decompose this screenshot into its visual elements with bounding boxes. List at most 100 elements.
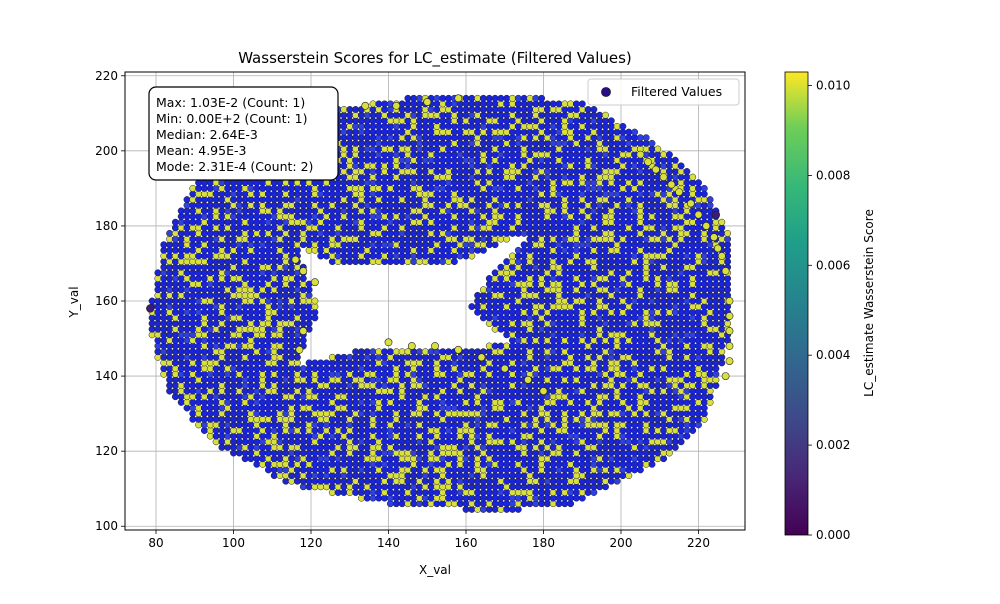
scatter-point	[405, 202, 411, 208]
scatter-point	[440, 456, 446, 462]
scatter-point	[509, 349, 515, 355]
scatter-point	[236, 236, 242, 242]
scatter-point	[376, 416, 382, 422]
scatter-point	[428, 489, 434, 495]
scatter-point	[225, 275, 231, 281]
scatter-point	[254, 202, 260, 208]
scatter-point	[585, 236, 591, 242]
scatter-point	[416, 219, 422, 225]
scatter-point	[608, 275, 614, 281]
scatter-point	[288, 472, 294, 478]
scatter-point	[254, 349, 260, 355]
scatter-point	[300, 219, 306, 225]
scatter-point	[562, 219, 568, 225]
scatter-point	[213, 326, 219, 332]
scatter-point	[445, 439, 451, 445]
scatter-point	[329, 185, 335, 191]
scatter-point	[544, 163, 550, 169]
scatter-point	[498, 202, 504, 208]
scatter-point	[451, 416, 457, 422]
scatter-point	[248, 202, 254, 208]
scatter-point	[649, 185, 655, 191]
scatter-point	[492, 343, 498, 349]
scatter-point	[254, 416, 260, 422]
scatter-point	[405, 365, 411, 371]
scatter-point	[515, 163, 521, 169]
scatter-point	[620, 326, 626, 332]
scatter-point	[602, 439, 608, 445]
scatter-point	[166, 292, 172, 298]
scatter-point	[440, 399, 446, 405]
scatter-point	[259, 349, 265, 355]
scatter-point	[614, 382, 620, 388]
scatter-point	[492, 326, 498, 332]
scatter-point	[719, 275, 725, 281]
scatter-point	[230, 219, 236, 225]
scatter-point	[178, 349, 184, 355]
scatter-point	[631, 416, 637, 422]
scatter-point	[306, 236, 312, 242]
scatter-point	[213, 253, 219, 259]
scatter-point	[550, 349, 556, 355]
scatter-point	[219, 309, 225, 315]
scatter-point	[585, 349, 591, 355]
scatter-point	[393, 456, 399, 462]
scatter-point	[341, 163, 347, 169]
scatter-point	[294, 416, 300, 422]
scatter-point	[707, 292, 713, 298]
scatter-point	[294, 399, 300, 405]
scatter-point	[672, 399, 678, 405]
scatter-point	[440, 236, 446, 242]
scatter-point	[381, 253, 387, 259]
scatter-point	[358, 202, 364, 208]
scatter-point	[376, 253, 382, 259]
scatter-point	[620, 365, 626, 371]
scatter-point	[602, 349, 608, 355]
scatter-point	[207, 202, 213, 208]
scatter-point	[463, 439, 469, 445]
scatter-point	[620, 439, 626, 445]
scatter-point	[533, 326, 539, 332]
scatter-point	[684, 292, 690, 298]
scatter-point	[573, 399, 579, 405]
scatter-point	[649, 416, 655, 422]
scatter-point	[504, 382, 510, 388]
scatter-point	[684, 309, 690, 315]
scatter-point	[591, 382, 597, 388]
scatter-point	[254, 219, 260, 225]
scatter-point	[230, 236, 236, 242]
scatter-point	[620, 275, 626, 281]
scatter-point	[283, 439, 289, 445]
scatter-point	[597, 219, 603, 225]
scatter-point	[445, 365, 451, 371]
scatter-point	[707, 196, 713, 202]
scatter-point	[597, 236, 603, 242]
scatter-point	[323, 202, 329, 208]
scatter-point	[620, 253, 626, 259]
scatter-point	[207, 253, 213, 259]
scatter-point	[195, 275, 201, 281]
scatter-point	[411, 416, 417, 422]
scatter-point	[690, 326, 696, 332]
scatter-point	[283, 326, 289, 332]
scatter-point	[614, 365, 620, 371]
scatter-point	[440, 219, 446, 225]
scatter-point	[440, 416, 446, 422]
scatter-point	[352, 202, 358, 208]
scatter-point	[347, 399, 353, 405]
scatter-point	[428, 253, 434, 259]
scatter-point	[393, 489, 399, 495]
scatter-point	[440, 472, 446, 478]
scatter-point	[637, 219, 643, 225]
scatter-point	[666, 163, 672, 169]
scatter-point	[288, 326, 294, 332]
scatter-point	[614, 236, 620, 242]
scatter-point	[288, 309, 294, 315]
scatter-point	[190, 292, 196, 298]
scatter-point	[486, 472, 492, 478]
scatter-point	[649, 365, 655, 371]
scatter-point	[201, 202, 207, 208]
scatter-point	[544, 292, 550, 298]
scatter-point	[474, 236, 480, 242]
scatter-point	[492, 456, 498, 462]
